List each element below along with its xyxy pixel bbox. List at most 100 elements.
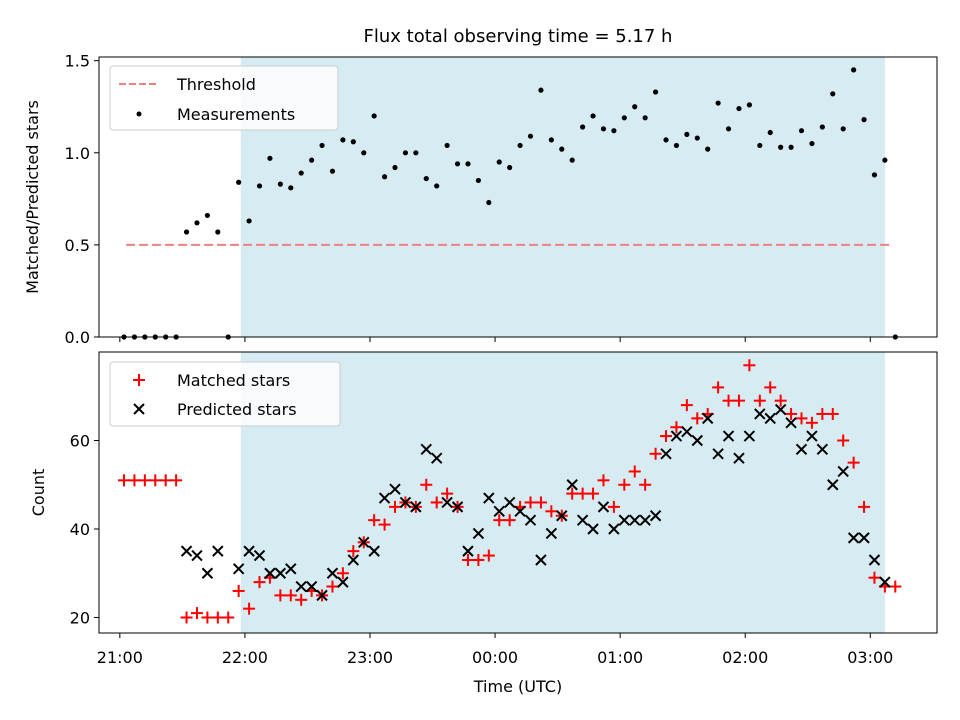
- predicted-star-point: [691, 434, 703, 447]
- predicted-star-point: [535, 554, 547, 566]
- predicted-star-point: [597, 501, 610, 513]
- measurement-point: [309, 157, 315, 163]
- measurement-point: [642, 115, 648, 121]
- top-y-tick-label: 0.5: [65, 236, 90, 255]
- x-tick-label: 02:00: [722, 648, 768, 667]
- predicted-star-stroke: [430, 452, 443, 464]
- predicted-star-point: [243, 545, 255, 557]
- predicted-star-point: [378, 492, 391, 504]
- measurement-point: [298, 170, 304, 176]
- predicted-star-stroke: [347, 554, 360, 566]
- matched-star-point: [284, 589, 297, 602]
- predicted-star-point: [806, 430, 818, 442]
- matched-star-point: [732, 394, 745, 407]
- matched-star-point: [149, 474, 162, 487]
- measurement-point: [246, 218, 252, 224]
- measurement-point: [746, 102, 752, 108]
- predicted-star-stroke: [378, 492, 391, 504]
- matched-star-point: [503, 514, 516, 527]
- measurement-point: [757, 142, 763, 149]
- predicted-star-point: [441, 496, 453, 509]
- measurement-point: [652, 89, 659, 95]
- predicted-star-stroke: [806, 430, 818, 442]
- predicted-star-stroke: [858, 532, 870, 544]
- predicted-star-stroke: [608, 523, 620, 535]
- bottom-y-tick-label: 20: [70, 609, 90, 628]
- measurement-point: [350, 139, 356, 145]
- bottom-legend: Matched stars Predicted stars: [109, 361, 341, 427]
- measurement-point: [194, 220, 200, 226]
- predicted-star-point: [764, 412, 776, 425]
- matched-star-point: [420, 478, 433, 491]
- predicted-star-point: [649, 510, 662, 522]
- measurement-point: [381, 174, 388, 180]
- predicted-star-point: [285, 563, 297, 575]
- predicted-star-stroke: [483, 492, 495, 504]
- bottom-legend-box: [109, 361, 341, 427]
- predicted-star-stroke: [180, 545, 193, 557]
- measurement-point: [475, 177, 481, 184]
- matched-star-point: [712, 381, 725, 394]
- predicted-star-point: [472, 527, 485, 540]
- predicted-star-stroke: [764, 412, 776, 425]
- matched-star-point: [858, 500, 871, 513]
- measurement-point: [236, 179, 242, 185]
- measurement-point: [454, 161, 461, 167]
- predicted-star-point: [733, 452, 745, 464]
- matched-star-point: [430, 496, 443, 509]
- measurement-point: [507, 164, 513, 171]
- predicted-star-point: [754, 408, 766, 420]
- predicted-star-point: [295, 580, 307, 593]
- predicted-star-point: [774, 403, 787, 416]
- predicted-star-stroke: [451, 501, 464, 513]
- x-tick-label: 03:00: [847, 648, 893, 667]
- measurement-point: [267, 155, 273, 161]
- predicted-star-stroke: [774, 403, 787, 416]
- x-tick-label: 23:00: [347, 648, 393, 667]
- matched-star-point: [670, 421, 683, 434]
- predicted-star-point: [358, 536, 370, 548]
- predicted-star-stroke: [670, 430, 683, 442]
- legend-matched-label: Matched stars: [177, 371, 290, 390]
- predicted-star-stroke: [722, 430, 735, 442]
- top-panel: 0.0 0.5 1.0 1.5 Matched/Predicted stars Thr…: [23, 52, 938, 347]
- predicted-star-stroke: [285, 563, 297, 575]
- bottom-axes-frame: [98, 351, 938, 634]
- measurement-point: [329, 168, 336, 174]
- predicted-star-stroke: [795, 443, 808, 456]
- predicted-star-point: [743, 430, 756, 442]
- observing-window-shade-top: [240, 57, 885, 337]
- matched-star-point: [722, 394, 735, 407]
- matched-star-point: [378, 518, 391, 531]
- predicted-star-point: [274, 567, 287, 579]
- predicted-star-stroke: [754, 408, 766, 420]
- top-y-tick-label: 0.0: [65, 328, 90, 347]
- measurement-point: [851, 67, 857, 73]
- measurement-point: [778, 144, 784, 150]
- measurement-point: [621, 115, 627, 121]
- predicted-star-stroke: [316, 589, 328, 602]
- legend-measurements-swatch: [136, 111, 142, 117]
- matched-star-point: [441, 487, 454, 500]
- predicted-star-stroke: [420, 443, 432, 456]
- predicted-star-point: [410, 501, 422, 513]
- predicted-star-point: [451, 501, 464, 513]
- predicted-star-stroke: [691, 434, 703, 447]
- measurement-point: [517, 142, 523, 149]
- predicted-star-stroke: [879, 576, 891, 588]
- measurement-point: [882, 157, 888, 163]
- measurement-point: [204, 212, 210, 219]
- measurement-point: [548, 137, 554, 143]
- chart-title: Flux total observing time = 5.17 h: [364, 26, 673, 47]
- matched-star-point: [295, 593, 308, 606]
- measurement-point: [840, 126, 846, 132]
- predicted-star-stroke: [191, 549, 203, 562]
- predicted-star-stroke: [295, 580, 307, 593]
- matched-star-point: [764, 381, 777, 394]
- predicted-star-stroke: [441, 496, 453, 509]
- measurement-point: [183, 229, 190, 235]
- predicted-star-point: [545, 527, 558, 540]
- matched-star-point: [576, 487, 589, 500]
- predicted-star-stroke: [514, 505, 526, 518]
- predicted-star-stroke: [597, 501, 610, 513]
